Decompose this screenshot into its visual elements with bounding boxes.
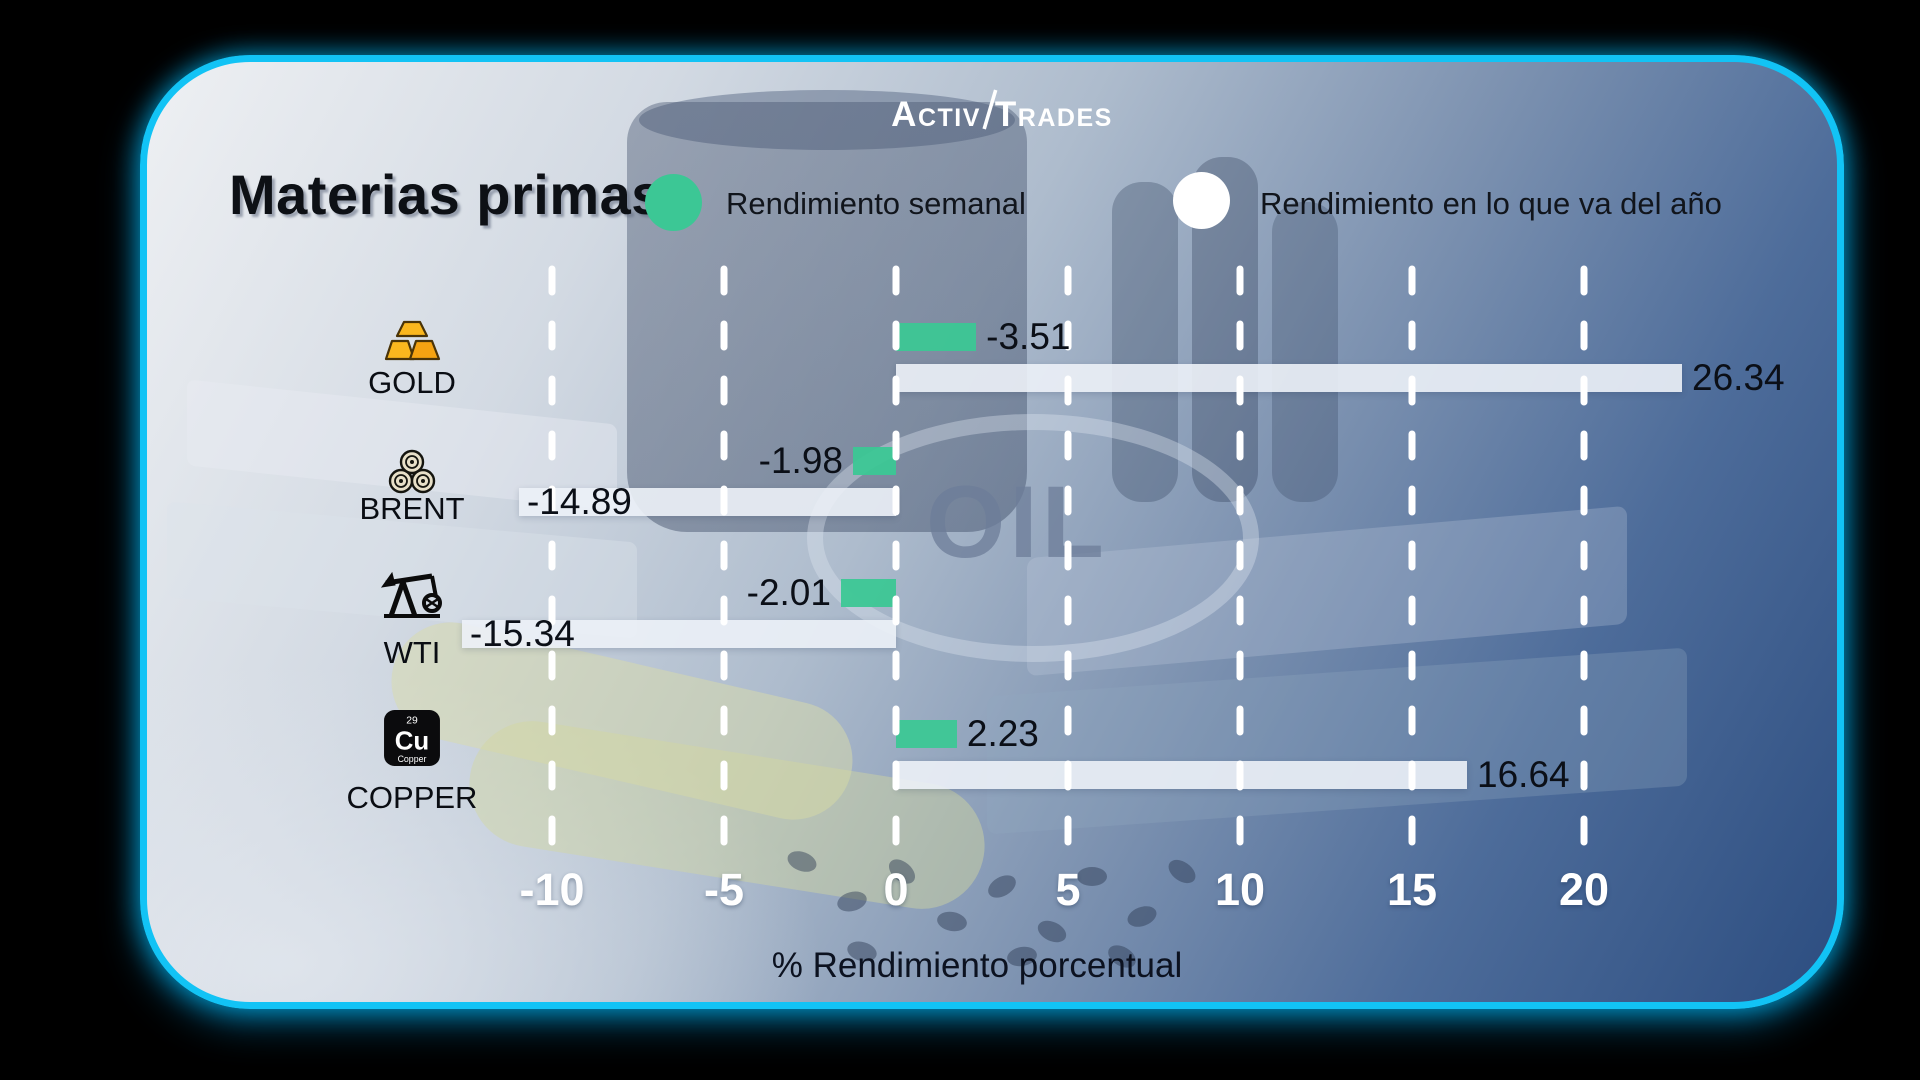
x-axis-title: % Rendimiento porcentual <box>771 946 1183 985</box>
copper-element-icon: 29 Cu Copper <box>383 709 441 767</box>
weekly-bar-wti <box>840 579 896 607</box>
infographic-card: OIL Activ Trades Materias primas Rendimi… <box>140 55 1844 1009</box>
ytd-bar-wti <box>461 620 896 648</box>
commodity-label-brent: BRENT <box>359 491 465 526</box>
brand-logo: Activ Trades <box>891 89 1113 134</box>
pipe-image <box>1272 202 1338 502</box>
commodity-label-wti: WTI <box>383 635 441 670</box>
coffee-bean-image <box>1077 867 1107 886</box>
gold-bars-icon <box>380 318 444 364</box>
weekly-legend-label: Rendimiento semanal <box>726 186 1026 221</box>
ytd-legend-label: Rendimiento en lo que va del año <box>1260 186 1722 221</box>
weekly-bar-gold <box>896 323 977 351</box>
oil-drum-image <box>639 90 1015 150</box>
logo-slash-icon <box>982 89 998 130</box>
svg-text:29: 29 <box>406 716 418 727</box>
oil-barrels-icon <box>388 446 436 496</box>
commodity-label-gold: GOLD <box>368 365 456 400</box>
oil-pumpjack-icon <box>380 568 444 620</box>
background-photo-collage: OIL <box>147 62 1837 1002</box>
weekly-bar-copper <box>896 720 957 748</box>
weekly-bar-brent <box>853 447 896 475</box>
ytd-bar-brent <box>518 488 896 516</box>
weekly-legend-dot-icon <box>645 174 702 231</box>
chart-rows: GOLD BRENT WTI 29 Cu Copper COPPER <box>147 62 1837 1002</box>
page-title: Materias primas <box>229 163 663 226</box>
commodity-label-copper: COPPER <box>346 780 478 815</box>
ytd-bar-gold <box>896 364 1683 392</box>
oil-ghost-text: OIL <box>926 464 1108 579</box>
ytd-bar-copper <box>896 761 1468 789</box>
brand-logo-left: Activ <box>891 95 981 134</box>
svg-text:Copper: Copper <box>398 754 427 764</box>
ytd-legend-dot-icon <box>1173 172 1230 229</box>
svg-text:Cu: Cu <box>395 727 430 755</box>
brand-logo-right: Trades <box>994 95 1113 134</box>
